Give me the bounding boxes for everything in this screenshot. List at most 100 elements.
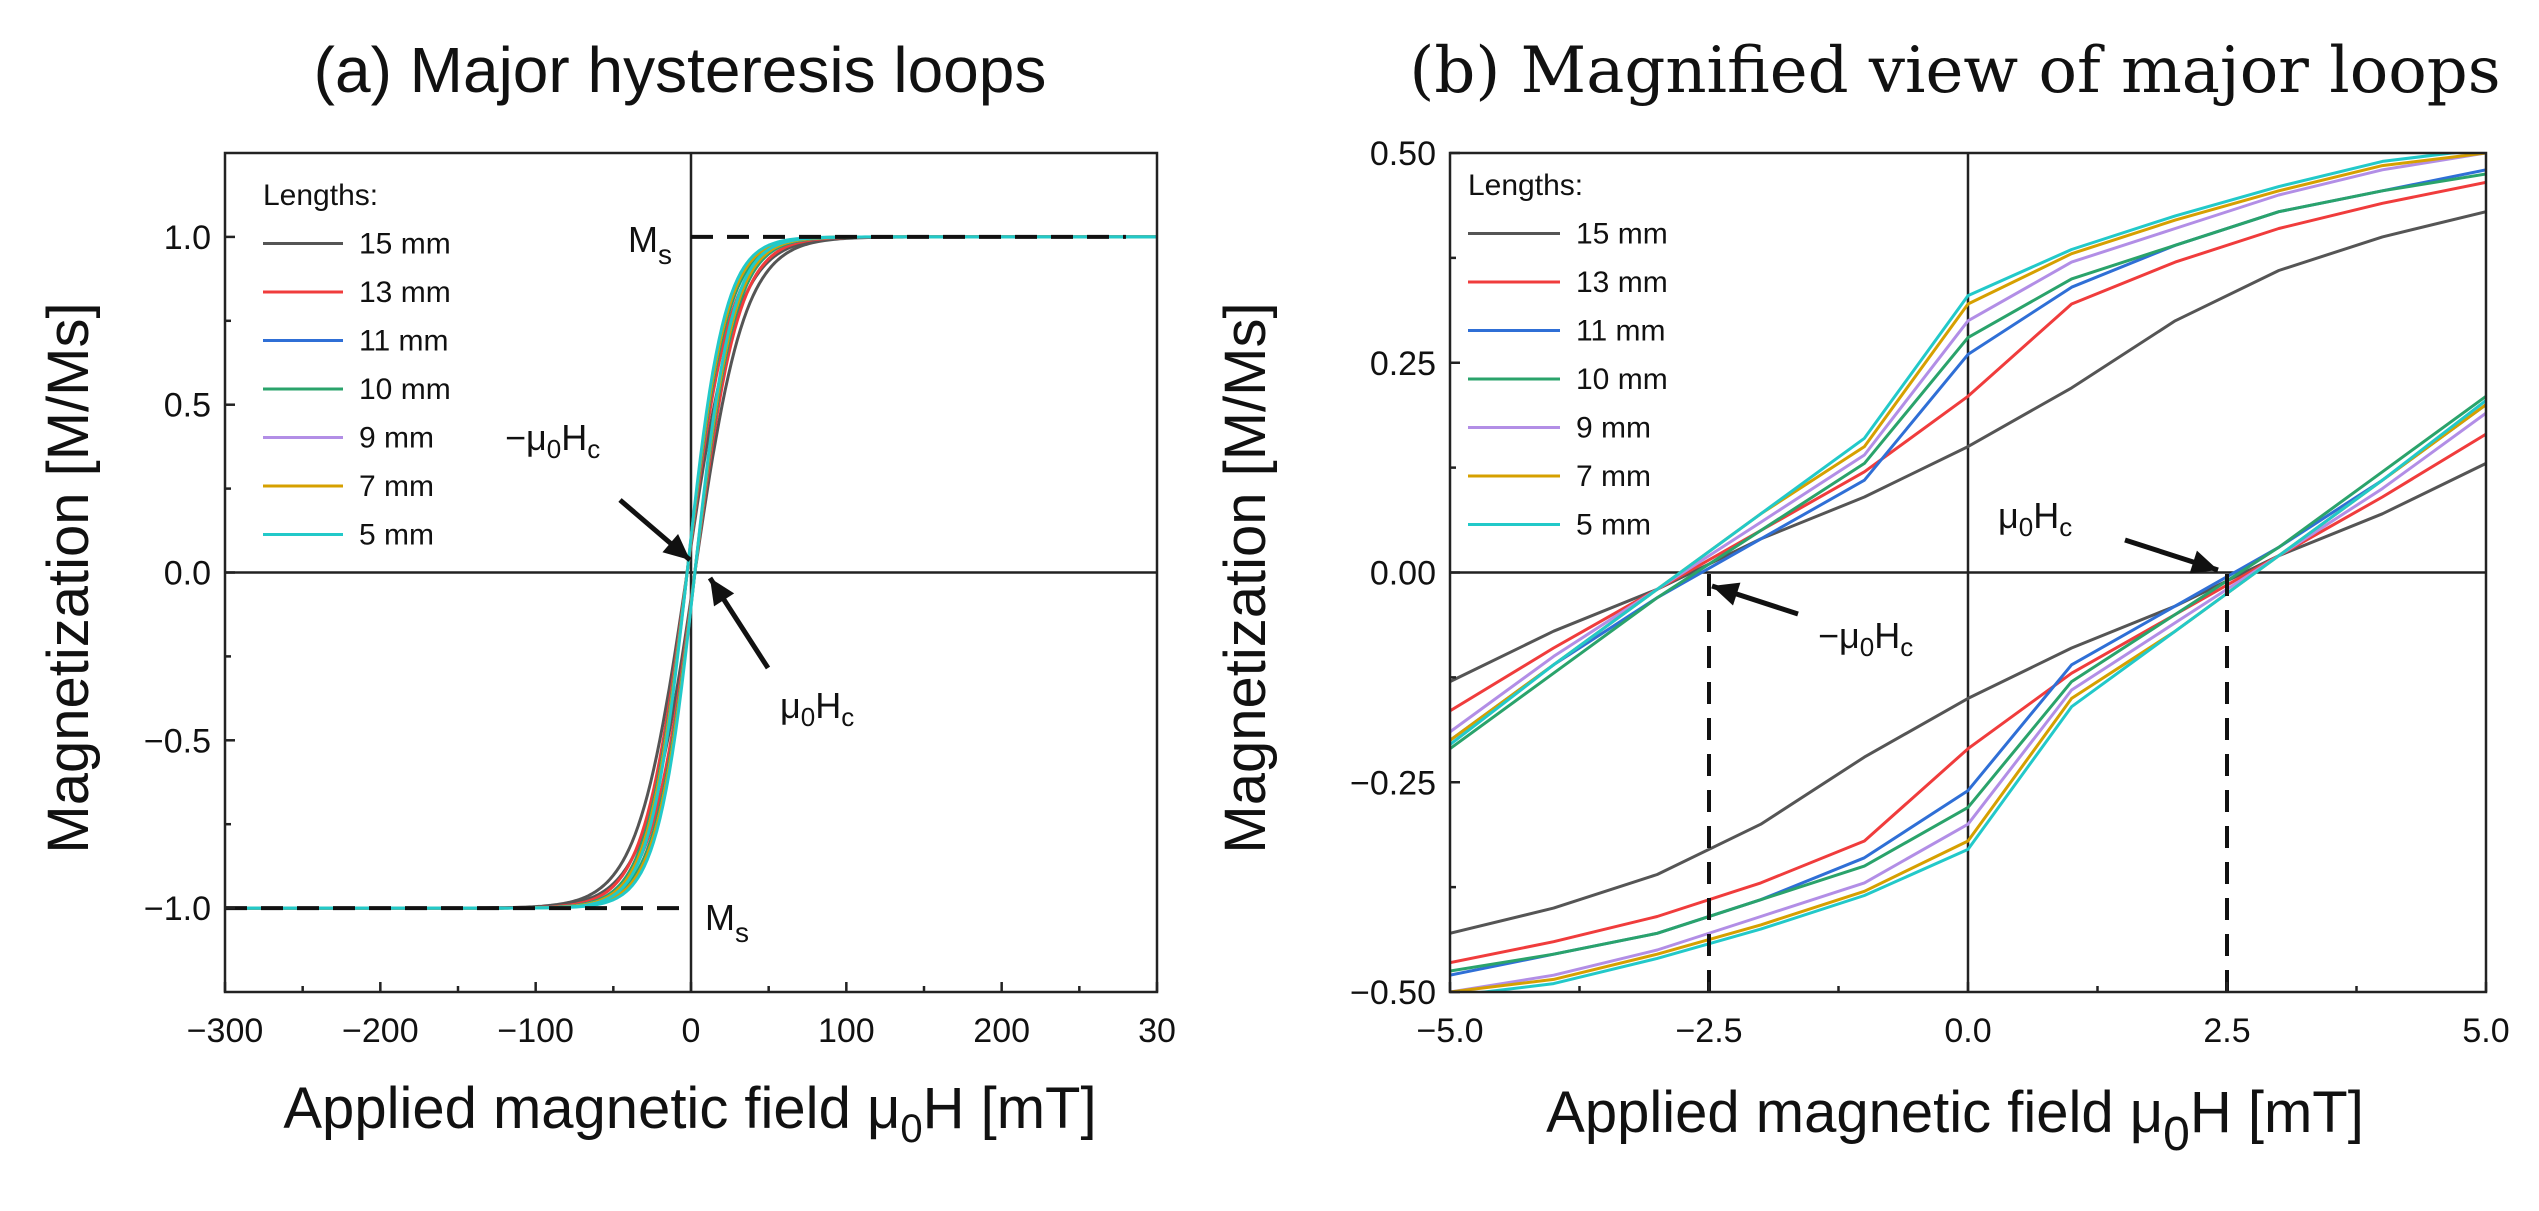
neg-hc-arrow-b: [1711, 582, 1799, 617]
hc-label-b-part: c: [2059, 512, 2072, 542]
ms-label-bottom: Ms: [705, 897, 749, 948]
panel-b-title: (b) Magnified view of major loops: [1409, 34, 2500, 108]
hc-label-b-part: μ: [1998, 495, 2019, 536]
x-tick-label: −5.0: [1416, 1012, 1483, 1050]
legend-entry-label: 5 mm: [359, 519, 434, 552]
x-tick-label: 0: [682, 1012, 701, 1050]
legend-entry-label: 10 mm: [359, 373, 451, 406]
ms-label-top: Ms: [628, 219, 672, 270]
neg-hc-arrow-a-head: [662, 533, 690, 560]
hc-label-b-part: H: [2033, 495, 2059, 536]
legend-entry-label: 9 mm: [359, 422, 434, 455]
x-tick-label: −2.5: [1675, 1012, 1742, 1050]
neg-hc-label-b-part: c: [1900, 632, 1913, 662]
legend-entry-label: 15 mm: [1576, 218, 1668, 251]
legend-entry-label: 9 mm: [1576, 412, 1651, 445]
hc-arrow-b-head: [2189, 550, 2218, 574]
ms-label-bottom-m: M: [705, 897, 735, 938]
panel-b-ylabel: Magnetization [M/Ms]: [1213, 302, 1278, 853]
legend-entry-label: 7 mm: [1576, 460, 1651, 493]
neg-hc-arrow-a: [618, 498, 692, 562]
neg-hc-label-a-part: c: [587, 434, 600, 464]
panel-a-xlabel: Applied magnetic field μ0H [mT]: [283, 1076, 1096, 1151]
x-tick-label: 200: [973, 1012, 1030, 1050]
panel-b-xlabel-suffix: H [mT]: [2190, 1080, 2364, 1145]
panel-a-xlabel-prefix: Applied magnetic field μ: [283, 1076, 900, 1141]
series-13mm-descending: [1450, 180, 2486, 713]
ms-label-top-sub: s: [658, 239, 672, 270]
hc-label-a: μ0Hc: [780, 685, 854, 732]
y-tick-label: 0.5: [164, 387, 211, 425]
legend-entry-label: 7 mm: [359, 470, 434, 503]
hc-label-a-part: c: [841, 702, 854, 732]
panel-b-plot: −5.0 −2.5 0.0 2.5 5.0 −0.50 −0.25 0.00 0.25 0.50 L…: [1350, 135, 2510, 1050]
neg-hc-label-a-part: μ: [526, 417, 547, 458]
panel-a-plot: −300 −200 −100 0 100 200 30 −1.0 −0.5 0.0 0.5 1.0 Le…: [144, 151, 1176, 1050]
series-10mm-descending: [1450, 172, 2486, 750]
y-tick-label: 0.50: [1370, 135, 1436, 173]
hc-arrow-a-head: [710, 578, 735, 607]
ms-label-top-m: M: [628, 219, 658, 260]
neg-hc-label-b: −μ0Hc: [1818, 615, 1913, 662]
neg-hc-label-a-part: 0: [547, 434, 561, 464]
series-9mm-ascending: [1450, 411, 2486, 992]
hc-label-a-part: H: [815, 685, 841, 726]
legend-title: Lengths:: [263, 179, 378, 212]
hc-arrow-b: [2124, 537, 2219, 574]
x-tick-label: −200: [342, 1012, 419, 1050]
y-tick-label: 0.00: [1370, 555, 1436, 593]
y-tick-label: 1.0: [164, 219, 211, 257]
neg-hc-label-a-part: −: [505, 417, 526, 458]
legend-entry-label: 5 mm: [1576, 509, 1651, 542]
hc-label-b-part: 0: [2019, 512, 2033, 542]
legend: Lengths: 15 mm 13 mm 11 mm 10 mm 9 mm 7 mm 5 mm: [1468, 169, 1668, 542]
y-tick-label: 0.0: [164, 555, 211, 593]
neg-hc-label-a: −μ0Hc: [505, 417, 600, 464]
x-tick-label: −100: [497, 1012, 574, 1050]
series-10mm-ascending: [1450, 395, 2486, 973]
panel-a-xlabel-sub: 0: [900, 1107, 922, 1151]
series-15mm-ascending: [1450, 462, 2486, 935]
y-tick-label: 0.25: [1370, 345, 1436, 383]
panel-a-ylabel: Magnetization [M/Ms]: [36, 302, 101, 853]
panel-b: (b) Magnified view of major loops Magnet…: [1213, 34, 2510, 1161]
ms-label-bottom-sub: s: [735, 917, 749, 948]
x-tick-label: 30: [1138, 1012, 1176, 1050]
series-5mm-ascending: [1472, 399, 2486, 992]
hc-arrow-a: [707, 576, 771, 670]
x-tick-label: 5.0: [2462, 1012, 2509, 1050]
x-tick-label: 2.5: [2203, 1012, 2250, 1050]
panel-b-xlabel: Applied magnetic field μ0H [mT]: [1546, 1080, 2364, 1161]
neg-hc-arrow-b-head: [1712, 582, 1741, 606]
legend: Lengths: 15 mm 13 mm 11 mm 10 mm 9 mm 7 mm 5 mm: [263, 179, 451, 552]
legend-title: Lengths:: [1468, 169, 1583, 202]
neg-hc-label-b-part: 0: [1860, 632, 1874, 662]
hc-label-a-part: 0: [801, 702, 815, 732]
legend-entry-label: 11 mm: [359, 325, 448, 358]
panel-a-xlabel-suffix: H [mT]: [923, 1076, 1097, 1141]
legend-entry-label: 10 mm: [1576, 363, 1668, 396]
y-tick-label: −0.50: [1350, 974, 1436, 1012]
x-tick-label: 100: [818, 1012, 875, 1050]
y-tick-label: −0.5: [144, 722, 211, 760]
legend-entry-label: 13 mm: [359, 276, 451, 309]
y-tick-label: −1.0: [144, 890, 211, 928]
x-tick-label: 0.0: [1944, 1012, 1991, 1050]
hc-label-b: μ0Hc: [1998, 495, 2072, 542]
series-13mm-ascending: [1450, 432, 2486, 965]
x-tick-label: −300: [187, 1012, 264, 1050]
neg-hc-label-a-part: H: [561, 417, 587, 458]
legend-entry-label: 13 mm: [1576, 266, 1668, 299]
panel-a: (a) Major hysteresis loops Magnetization…: [36, 34, 1176, 1151]
panel-b-xlabel-prefix: Applied magnetic field μ: [1546, 1080, 2163, 1145]
series-15mm-descending: [1450, 210, 2486, 683]
legend-entry-label: 15 mm: [359, 228, 451, 261]
hc-label-a-part: μ: [780, 685, 801, 726]
neg-hc-label-b-part: H: [1874, 615, 1900, 656]
panel-a-title: (a) Major hysteresis loops: [314, 34, 1047, 106]
legend-entry-label: 11 mm: [1576, 315, 1665, 348]
panel-b-xlabel-sub: 0: [2163, 1108, 2190, 1161]
y-tick-label: −0.25: [1350, 764, 1436, 802]
series-9mm-descending: [1450, 153, 2486, 734]
